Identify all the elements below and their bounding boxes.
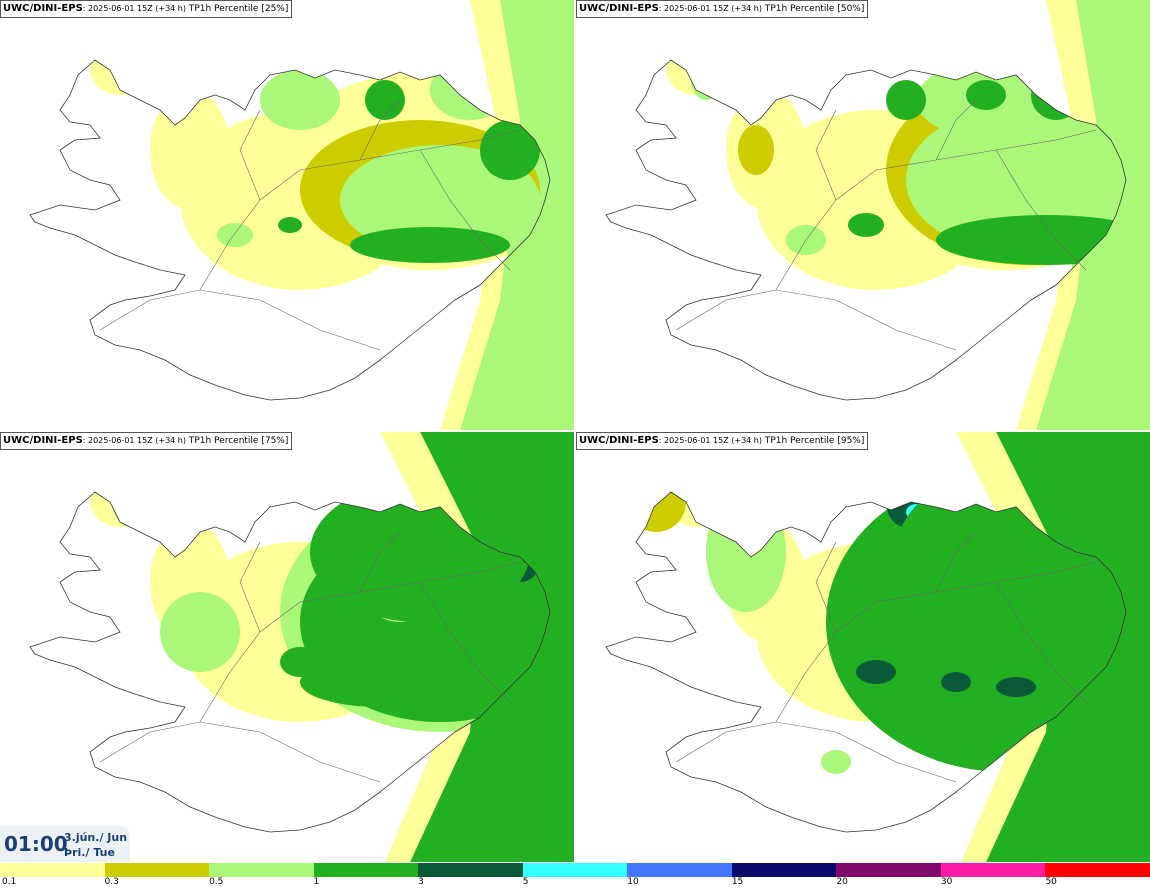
coastline (605, 491, 1127, 833)
color-legend: 0.1 0.3 0.5 1 3 5 10 15 20 30 50 (0, 862, 1150, 891)
legend-label: 30 (940, 877, 953, 887)
road-lines (675, 99, 1097, 351)
panel-title: UWC/DINI-EPS: 2025-06-01 15Z (+34 h) TP1… (576, 0, 869, 18)
precip-map (605, 432, 1150, 862)
offshore-precip-edge (440, 0, 520, 430)
precip-contour (280, 647, 320, 677)
precip-contour (110, 492, 150, 527)
precip-contour (150, 90, 230, 210)
legend-swatch (418, 863, 524, 877)
model-name: UWC/DINI-EPS (579, 3, 659, 14)
run-time: : 2025-06-01 15Z (+34 h) (658, 4, 762, 13)
precip-contour (300, 657, 460, 707)
precip-contour (217, 223, 253, 247)
legend-label: 3 (418, 877, 424, 887)
road-lines (99, 531, 521, 783)
run-time: : 2025-06-01 15Z (+34 h) (82, 4, 186, 13)
precip-contour (365, 80, 405, 120)
legend-swatch (313, 863, 419, 877)
legend-swatch (104, 863, 210, 877)
legend-label: 0.3 (104, 877, 119, 887)
model-name: UWC/DINI-EPS (3, 435, 83, 446)
precip-contour (666, 60, 726, 95)
precip-contour (821, 750, 851, 774)
legend-swatch (627, 863, 733, 877)
coastline (605, 59, 1127, 401)
run-time: : 2025-06-01 15Z (+34 h) (658, 436, 762, 445)
precip-contour (480, 120, 540, 180)
model-name: UWC/DINI-EPS (3, 3, 83, 14)
valid-time: 01:00 (4, 832, 68, 856)
panel-bottom-right: UWC/DINI-EPS: 2025-06-01 15Z (+34 h) TP1… (576, 432, 1150, 862)
precip-contour (941, 672, 971, 692)
legend-label: 15 (731, 877, 744, 887)
precip-contour (738, 125, 774, 175)
field-name: TP1h Percentile (761, 436, 835, 446)
legend-swatch (836, 863, 942, 877)
legend-label: 0.1 (2, 877, 17, 887)
offshore-precip-edge (1016, 0, 1096, 430)
precip-contour (996, 677, 1036, 697)
precip-contour (350, 227, 510, 263)
precip-contour (691, 60, 721, 100)
valid-time-box: 01:00 3.jún./ Jun Þri./ Tue (0, 826, 130, 862)
valid-date-line2: Þri./ Tue (64, 846, 115, 859)
precip-map (29, 0, 574, 430)
valid-date-line1: 3.jún./ Jun (64, 831, 128, 844)
panel-divider (0, 430, 1150, 432)
field-name: TP1h Percentile (185, 4, 259, 14)
legend-swatch (1045, 863, 1150, 877)
legend-swatch (940, 863, 1046, 877)
legend-label: 20 (836, 877, 848, 887)
panel-top-right: UWC/DINI-EPS: 2025-06-01 15Z (+34 h) TP1… (576, 0, 1150, 430)
precip-contour (340, 145, 540, 255)
coastline (29, 491, 551, 833)
valid-date: 3.jún./ Jun Þri./ Tue (64, 830, 127, 860)
legend-swatch (731, 863, 837, 877)
percentile-label: [25%] (261, 4, 289, 14)
precip-contour (626, 492, 686, 532)
field-name: TP1h Percentile (761, 4, 835, 14)
road-lines (675, 531, 1097, 783)
legend-swatch (0, 863, 106, 877)
panel-bottom-left: UWC/DINI-EPS: 2025-06-01 15Z (+34 h) TP1… (0, 432, 574, 862)
percentile-label: [75%] (261, 436, 289, 446)
precip-contour (848, 213, 884, 237)
legend-label: 10 (627, 877, 639, 887)
legend-label: 0.5 (209, 877, 224, 887)
panel-title: UWC/DINI-EPS: 2025-06-01 15Z (+34 h) TP1… (0, 432, 293, 450)
model-name: UWC/DINI-EPS (579, 435, 659, 446)
legend-label: 5 (522, 877, 529, 887)
precip-contour (90, 60, 150, 95)
precip-contour (886, 80, 926, 120)
panel-title: UWC/DINI-EPS: 2025-06-01 15Z (+34 h) TP1… (576, 432, 869, 450)
precip-contour (305, 492, 355, 502)
field-name: TP1h Percentile (185, 436, 259, 446)
legend-swatch (209, 863, 315, 877)
legend-swatch (522, 863, 628, 877)
run-time: : 2025-06-01 15Z (+34 h) (82, 436, 186, 445)
percentile-label: [95%] (837, 436, 865, 446)
panel-top-left: UWC/DINI-EPS: 2025-06-01 15Z (+34 h) TP1… (0, 0, 574, 430)
panel-title: UWC/DINI-EPS: 2025-06-01 15Z (+34 h) TP1… (0, 0, 293, 18)
legend-label: 50 (1045, 877, 1057, 887)
precip-map (29, 432, 574, 862)
percentile-label: [50%] (837, 4, 865, 14)
precip-map (605, 0, 1150, 430)
precip-contour (160, 592, 240, 672)
precip-contour (260, 70, 340, 130)
legend-label: 1 (313, 877, 320, 887)
road-lines (99, 99, 521, 351)
precip-contour (856, 660, 896, 684)
precip-contour (278, 217, 302, 233)
coastline (29, 59, 551, 401)
precip-contour (90, 492, 150, 527)
precip-contour (966, 80, 1006, 110)
